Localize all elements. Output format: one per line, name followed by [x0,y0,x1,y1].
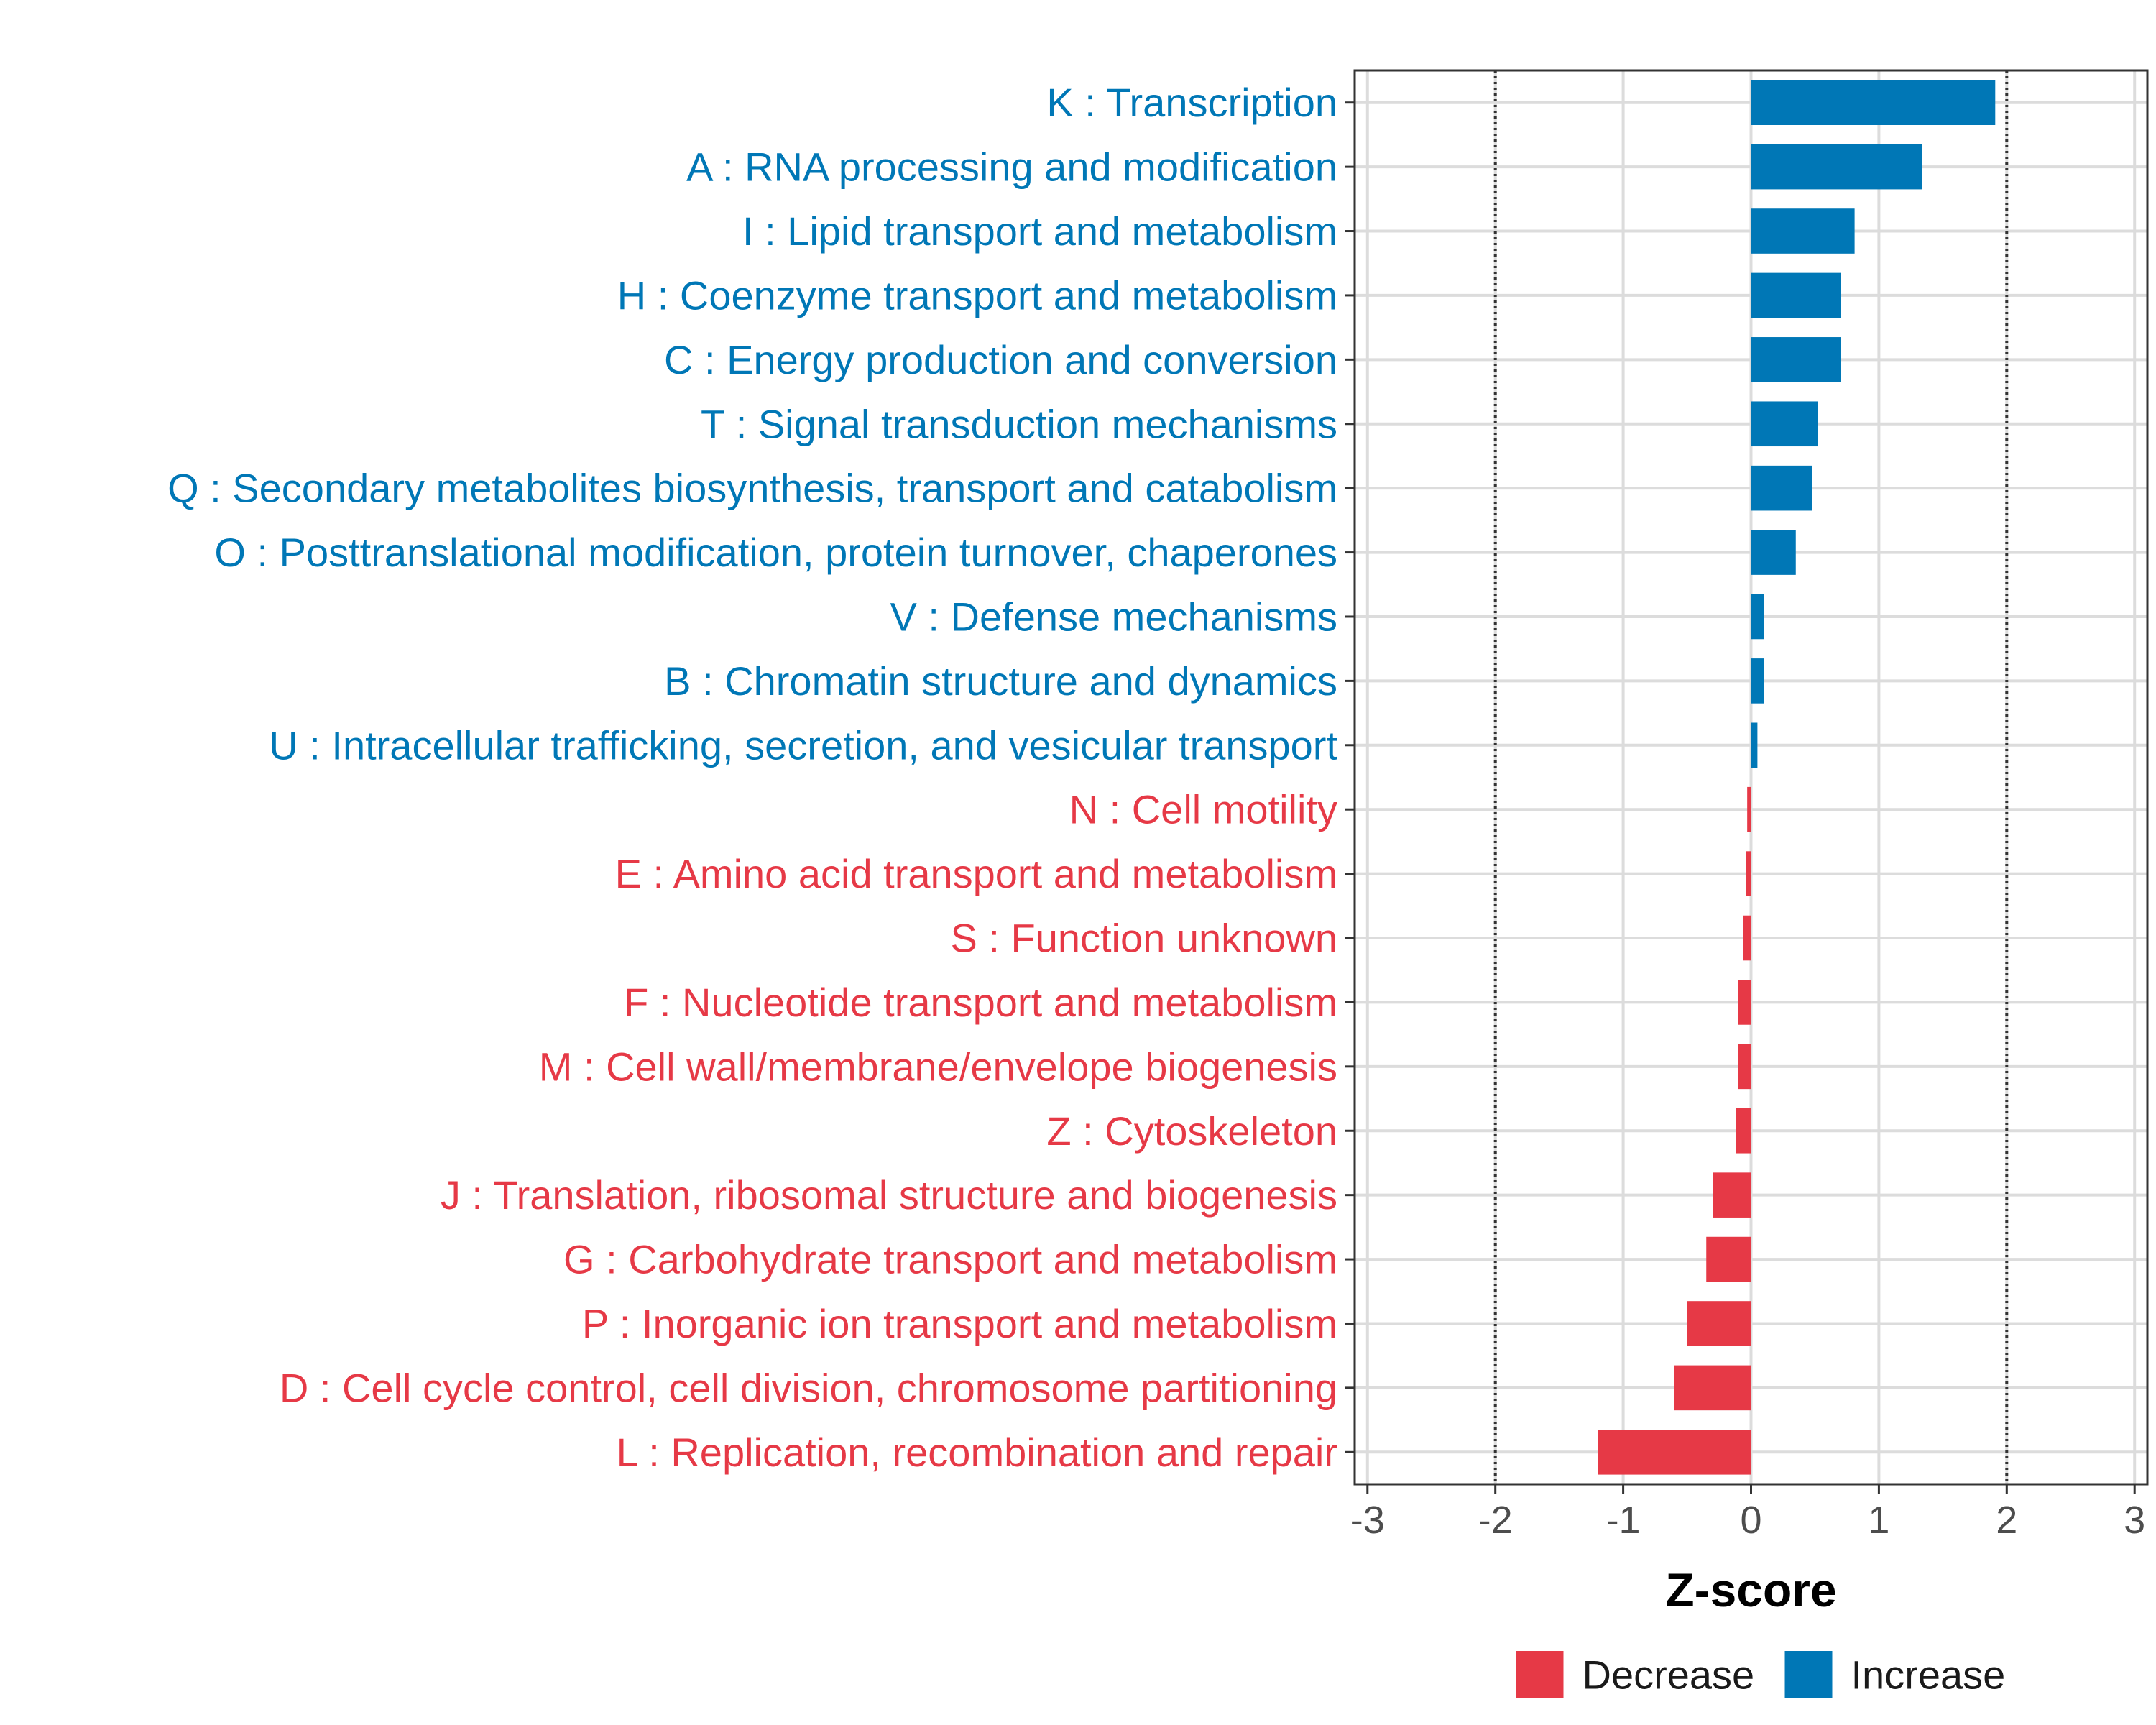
bar [1751,272,1841,318]
category-label: V : Defense mechanisms [890,594,1337,639]
bar [1747,786,1751,832]
category-label: G : Carbohydrate transport and metabolis… [563,1237,1337,1282]
legend-label-increase: Increase [1851,1652,2006,1698]
x-axis: -3 -2 -1 0 1 2 3 [1350,1484,2145,1542]
bar [1751,465,1812,511]
category-label: E : Amino acid transport and metabolism [615,851,1337,896]
bar [1751,722,1758,768]
category-label: C : Energy production and conversion [664,337,1337,382]
category-label: Z : Cytoskeleton [1046,1108,1337,1154]
bar [1751,144,1922,190]
bar [1674,1365,1751,1411]
bar [1751,594,1764,640]
x-tick-label: 1 [1868,1499,1889,1542]
category-label: B : Chromatin structure and dynamics [664,658,1337,704]
category-label: T : Signal transduction mechanisms [701,401,1337,446]
category-label: M : Cell wall/membrane/envelope biogenes… [539,1044,1337,1089]
bar [1751,208,1855,254]
category-label: P : Inorganic ion transport and metaboli… [582,1301,1337,1346]
bar [1751,530,1796,575]
legend: Decrease Increase [1516,1651,2006,1698]
x-tick-label: -2 [1478,1499,1513,1542]
category-label: N : Cell motility [1069,787,1337,832]
bar [1751,658,1764,704]
x-tick-label: 0 [1740,1499,1761,1542]
category-label: K : Transcription [1046,80,1337,125]
category-label: D : Cell cycle control, cell division, c… [280,1365,1337,1410]
legend-label-decrease: Decrease [1583,1652,1755,1698]
y-axis: K : Transcription A : RNA processing and … [167,80,1355,1475]
category-label: I : Lipid transport and metabolism [742,208,1337,254]
category-label: L : Replication, recombination and repai… [617,1430,1337,1475]
bar [1746,851,1751,896]
bar [1751,80,1996,125]
category-label: J : Translation, ribosomal structure and… [441,1172,1337,1218]
x-tick-label: -3 [1350,1499,1385,1542]
category-label: A : RNA processing and modification [686,144,1337,190]
bar [1687,1301,1751,1346]
category-label: U : Intracellular trafficking, secretion… [269,722,1337,768]
bars [1598,80,1996,1475]
legend-key-increase [1784,1651,1833,1698]
bar [1738,1044,1751,1090]
x-tick-label: 2 [1996,1499,2017,1542]
category-label: S : Function unknown [950,916,1337,961]
bar [1743,915,1751,961]
x-axis-title: Z-score [1665,1563,1836,1616]
bar [1738,980,1751,1025]
x-tick-label: 3 [2124,1499,2145,1542]
category-label: F : Nucleotide transport and metabolism [624,980,1337,1025]
x-tick-label: -1 [1606,1499,1641,1542]
category-label: Q : Secondary metabolites biosynthesis, … [167,466,1337,511]
bar [1736,1108,1751,1154]
bar [1598,1430,1751,1475]
legend-key-decrease [1516,1651,1564,1698]
bar [1751,337,1841,382]
bar [1713,1172,1751,1218]
category-label: H : Coenzyme transport and metabolism [617,272,1337,318]
bar [1751,401,1818,447]
bar [1706,1236,1751,1282]
category-label: O : Posttranslational modification, prot… [214,530,1337,575]
